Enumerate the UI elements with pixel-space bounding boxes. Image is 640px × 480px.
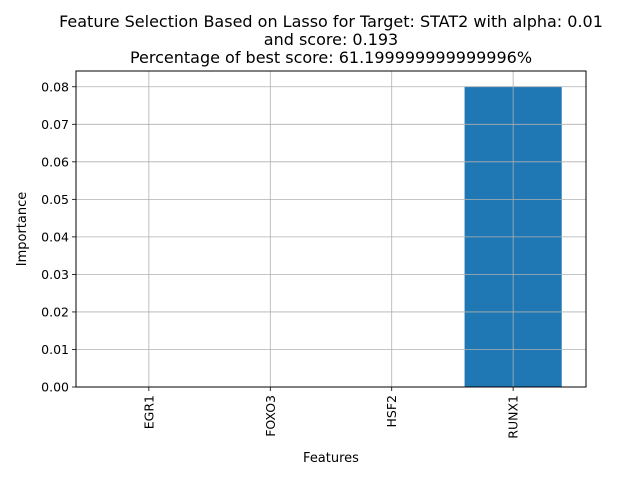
chart-title-line-1: Feature Selection Based on Lasso for Tar… xyxy=(59,12,603,31)
y-tick-label: 0.01 xyxy=(41,342,69,357)
x-tick-label-egr1: EGR1 xyxy=(141,395,156,429)
y-axis: 0.00 0.01 0.02 0.03 0.04 0.05 0.06 0.07 0.08 xyxy=(41,79,76,395)
y-tick-label: 0.07 xyxy=(41,117,69,132)
y-tick-label: 0.08 xyxy=(41,79,69,94)
chart-title-line-2: and score: 0.193 xyxy=(264,30,398,49)
y-tick-label: 0.04 xyxy=(41,229,69,244)
plot-area xyxy=(75,70,587,388)
y-tick-label: 0.03 xyxy=(41,267,69,282)
y-tick-label: 0.06 xyxy=(41,154,69,169)
y-tick-label: 0.05 xyxy=(41,192,69,207)
chart-title: Feature Selection Based on Lasso for Tar… xyxy=(59,12,603,67)
plot-frame xyxy=(75,70,587,388)
y-axis-label: Importance xyxy=(15,192,30,267)
chart-title-line-3: Percentage of best score: 61.19999999999… xyxy=(130,48,532,67)
y-tick-label: 0.02 xyxy=(41,304,69,319)
x-tick-label-runx1: RUNX1 xyxy=(506,395,521,439)
x-tick-label-foxo3: FOXO3 xyxy=(263,395,278,437)
grid xyxy=(76,71,586,388)
x-axis-label: Features xyxy=(303,451,359,466)
y-tick-label: 0.00 xyxy=(41,380,69,395)
x-axis: EGR1 FOXO3 HSF2 RUNX1 xyxy=(141,387,521,439)
x-tick-label-hsf2: HSF2 xyxy=(384,395,399,427)
